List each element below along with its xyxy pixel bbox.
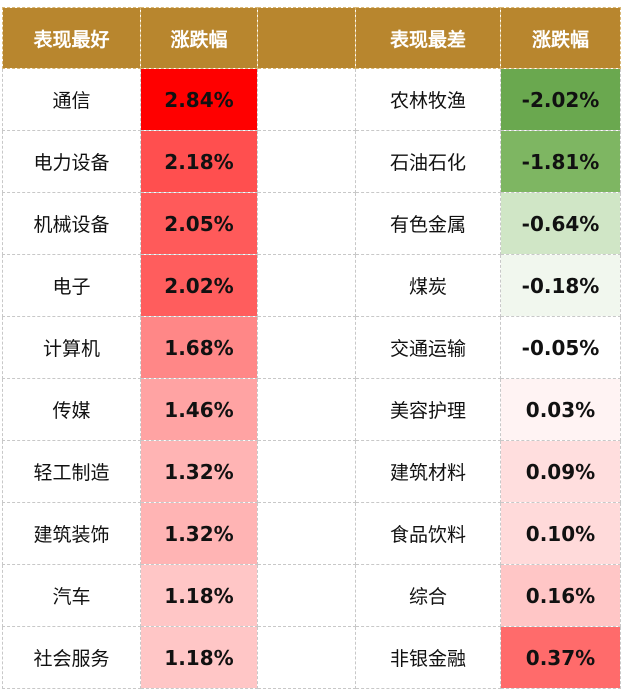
worst-industry-change: -0.05% [500, 316, 621, 379]
table-header: 表现最好 涨跌幅 表现最差 涨跌幅 [2, 7, 621, 69]
table-row: 通信 2.84% 农林牧渔 -2.02% [2, 68, 621, 131]
worst-industry-name: 食品饮料 [355, 502, 501, 565]
best-industry-change: 2.84% [140, 68, 258, 131]
table-body: 通信 2.84% 农林牧渔 -2.02% 电力设备 2.18% 石油石化 -1.… [2, 68, 621, 689]
best-header: 表现最好 [2, 7, 141, 69]
best-industry-name: 机械设备 [2, 192, 141, 255]
column-gap [257, 502, 356, 565]
column-gap [257, 130, 356, 193]
best-industry-name: 建筑装饰 [2, 502, 141, 565]
worst-industry-name: 石油石化 [355, 130, 501, 193]
worst-header: 表现最差 [355, 7, 501, 69]
worst-industry-change: -2.02% [500, 68, 621, 131]
worst-industry-change: 0.09% [500, 440, 621, 503]
worst-industry-name: 煤炭 [355, 254, 501, 317]
worst-industry-name: 美容护理 [355, 378, 501, 441]
table-row: 传媒 1.46% 美容护理 0.03% [2, 378, 621, 441]
best-industry-change: 1.18% [140, 626, 258, 689]
best-industry-change: 2.18% [140, 130, 258, 193]
best-industry-name: 通信 [2, 68, 141, 131]
best-industry-name: 计算机 [2, 316, 141, 379]
best-industry-name: 电力设备 [2, 130, 141, 193]
column-gap [257, 68, 356, 131]
best-industry-change: 2.02% [140, 254, 258, 317]
best-industry-name: 传媒 [2, 378, 141, 441]
column-gap [257, 192, 356, 255]
worst-industry-change: -0.18% [500, 254, 621, 317]
header-gap [257, 7, 356, 69]
worst-industry-name: 综合 [355, 564, 501, 627]
worst-industry-change: -0.64% [500, 192, 621, 255]
worst-industry-change: 0.10% [500, 502, 621, 565]
worst-industry-name: 农林牧渔 [355, 68, 501, 131]
worst-industry-name: 有色金属 [355, 192, 501, 255]
table-row: 汽车 1.18% 综合 0.16% [2, 564, 621, 627]
worst-industry-change: 0.37% [500, 626, 621, 689]
best-industry-change: 1.46% [140, 378, 258, 441]
column-gap [257, 440, 356, 503]
worst-industry-name: 建筑材料 [355, 440, 501, 503]
best-industry-change: 1.32% [140, 440, 258, 503]
best-industry-name: 汽车 [2, 564, 141, 627]
best-industry-name: 电子 [2, 254, 141, 317]
table-row: 轻工制造 1.32% 建筑材料 0.09% [2, 440, 621, 503]
worst-industry-name: 非银金融 [355, 626, 501, 689]
best-industry-change: 1.68% [140, 316, 258, 379]
worst-industry-change: 0.16% [500, 564, 621, 627]
best-industry-name: 轻工制造 [2, 440, 141, 503]
column-gap [257, 626, 356, 689]
column-gap [257, 254, 356, 317]
column-gap [257, 564, 356, 627]
table-row: 社会服务 1.18% 非银金融 0.37% [2, 626, 621, 689]
worst-industry-change: 0.03% [500, 378, 621, 441]
worst-change-header: 涨跌幅 [500, 7, 621, 69]
column-gap [257, 316, 356, 379]
best-industry-name: 社会服务 [2, 626, 141, 689]
table-row: 电子 2.02% 煤炭 -0.18% [2, 254, 621, 317]
best-industry-change: 1.18% [140, 564, 258, 627]
best-industry-change: 1.32% [140, 502, 258, 565]
best-change-header: 涨跌幅 [140, 7, 258, 69]
best-industry-change: 2.05% [140, 192, 258, 255]
column-gap [257, 378, 356, 441]
table-row: 电力设备 2.18% 石油石化 -1.81% [2, 130, 621, 193]
header-row: 表现最好 涨跌幅 表现最差 涨跌幅 [2, 7, 621, 69]
table-row: 计算机 1.68% 交通运输 -0.05% [2, 316, 621, 379]
table-row: 机械设备 2.05% 有色金属 -0.64% [2, 192, 621, 255]
worst-industry-name: 交通运输 [355, 316, 501, 379]
table-row: 建筑装饰 1.32% 食品饮料 0.10% [2, 502, 621, 565]
worst-industry-change: -1.81% [500, 130, 621, 193]
industry-performance-table: 表现最好 涨跌幅 表现最差 涨跌幅 通信 2.84% 农林牧渔 -2.02% 电… [2, 7, 621, 689]
